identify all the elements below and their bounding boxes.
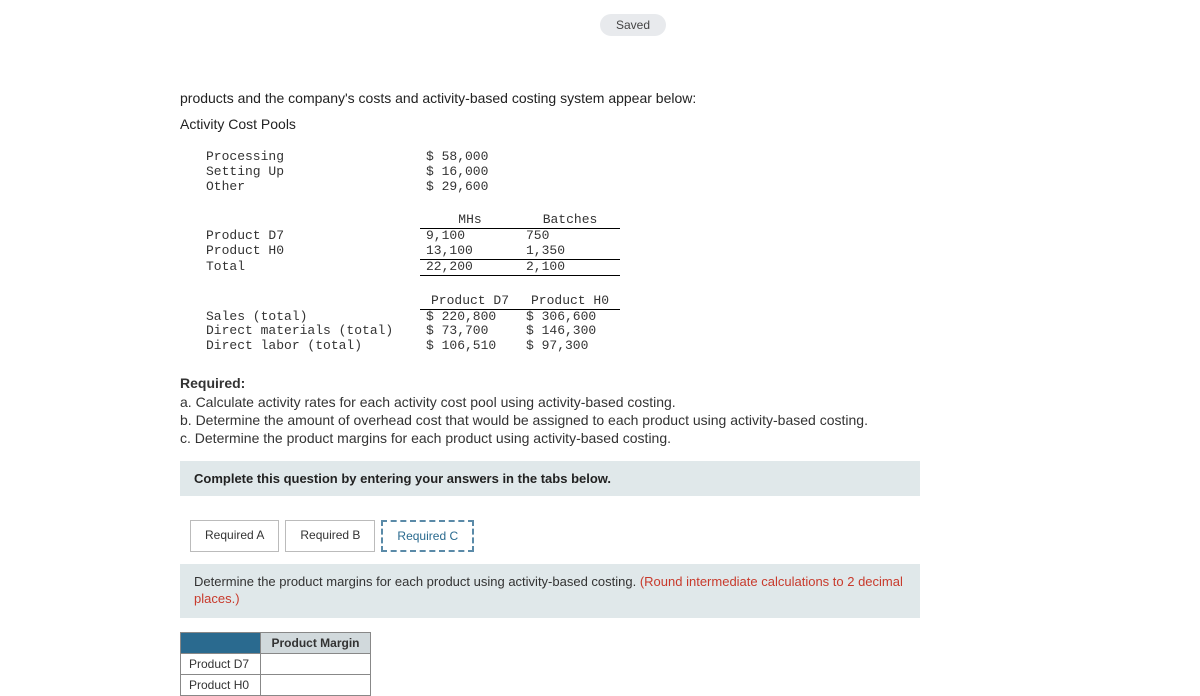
margin-input-h0[interactable] xyxy=(261,674,371,695)
cell: $ 97,300 xyxy=(520,339,620,354)
pool-label: Other xyxy=(200,180,420,195)
cell: $ 73,700 xyxy=(420,324,520,339)
tab-required-c[interactable]: Required C xyxy=(381,520,474,552)
intro-text: products and the company's costs and act… xyxy=(180,90,1020,106)
tabs-instruction: Complete this question by entering your … xyxy=(180,461,920,496)
product-margin-table: Product Margin Product D7 Product H0 xyxy=(180,632,371,696)
table-header-row: Product D7 Product H0 xyxy=(200,294,620,309)
activity-pools-title: Activity Cost Pools xyxy=(180,116,1020,132)
tab-c-instr-main: Determine the product margins for each p… xyxy=(194,574,640,589)
margin-row-label: Product D7 xyxy=(181,653,261,674)
table-row: Product H0 13,100 1,350 xyxy=(200,244,620,259)
col-header-h0: Product H0 xyxy=(520,294,620,309)
required-block: Required: a. Calculate activity rates fo… xyxy=(180,374,1020,447)
col-header-batches: Batches xyxy=(520,213,620,228)
row-label: Total xyxy=(200,259,420,275)
required-heading: Required: xyxy=(180,374,1020,392)
table-row: Other $ 29,600 xyxy=(200,180,520,195)
cell: 750 xyxy=(520,228,620,243)
row-label: Direct labor (total) xyxy=(200,339,420,354)
margin-input-d7[interactable] xyxy=(261,653,371,674)
col-header-mhs: MHs xyxy=(420,213,520,228)
cell: 1,350 xyxy=(520,244,620,259)
required-c: c. Determine the product margins for eac… xyxy=(180,429,1020,447)
tab-required-a[interactable]: Required A xyxy=(190,520,279,552)
cell: 13,100 xyxy=(420,244,520,259)
page-content: products and the company's costs and act… xyxy=(0,0,1200,696)
table-row: Product D7 xyxy=(181,653,371,674)
table-row: Direct labor (total) $ 106,510 $ 97,300 xyxy=(200,339,620,354)
cell: 9,100 xyxy=(420,228,520,243)
col-header-d7: Product D7 xyxy=(420,294,520,309)
table-row: Setting Up $ 16,000 xyxy=(200,165,520,180)
margin-header: Product Margin xyxy=(261,632,371,653)
driver-table: MHs Batches Product D7 9,100 750 Product… xyxy=(200,213,620,276)
cell: $ 306,600 xyxy=(520,309,620,324)
tabs-row: Required A Required B Required C xyxy=(190,520,1020,552)
table-row: Processing $ 58,000 xyxy=(200,150,520,165)
table-row: Product D7 9,100 750 xyxy=(200,228,620,243)
pool-label: Processing xyxy=(200,150,420,165)
pool-cost: $ 16,000 xyxy=(420,165,520,180)
pool-cost: $ 58,000 xyxy=(420,150,520,165)
row-label: Product H0 xyxy=(200,244,420,259)
cell: $ 106,510 xyxy=(420,339,520,354)
cell: $ 146,300 xyxy=(520,324,620,339)
product-table: Product D7 Product H0 Sales (total) $ 22… xyxy=(200,294,620,355)
table-row: Direct materials (total) $ 73,700 $ 146,… xyxy=(200,324,620,339)
tab-required-b[interactable]: Required B xyxy=(285,520,375,552)
cell: 22,200 xyxy=(420,259,520,275)
activity-pools-table: Processing $ 58,000 Setting Up $ 16,000 … xyxy=(200,150,520,195)
table-header-row: MHs Batches xyxy=(200,213,620,228)
pool-cost: $ 29,600 xyxy=(420,180,520,195)
row-label: Direct materials (total) xyxy=(200,324,420,339)
required-a: a. Calculate activity rates for each act… xyxy=(180,393,1020,411)
table-row: Product H0 xyxy=(181,674,371,695)
margin-corner xyxy=(181,632,261,653)
table-total-row: Total 22,200 2,100 xyxy=(200,259,620,275)
saved-pill: Saved xyxy=(600,14,666,36)
pool-label: Setting Up xyxy=(200,165,420,180)
row-label: Product D7 xyxy=(200,228,420,243)
cell: $ 220,800 xyxy=(420,309,520,324)
row-label: Sales (total) xyxy=(200,309,420,324)
tab-c-instruction: Determine the product margins for each p… xyxy=(180,564,920,618)
cell: 2,100 xyxy=(520,259,620,275)
table-row: Sales (total) $ 220,800 $ 306,600 xyxy=(200,309,620,324)
required-b: b. Determine the amount of overhead cost… xyxy=(180,411,1020,429)
margin-row-label: Product H0 xyxy=(181,674,261,695)
